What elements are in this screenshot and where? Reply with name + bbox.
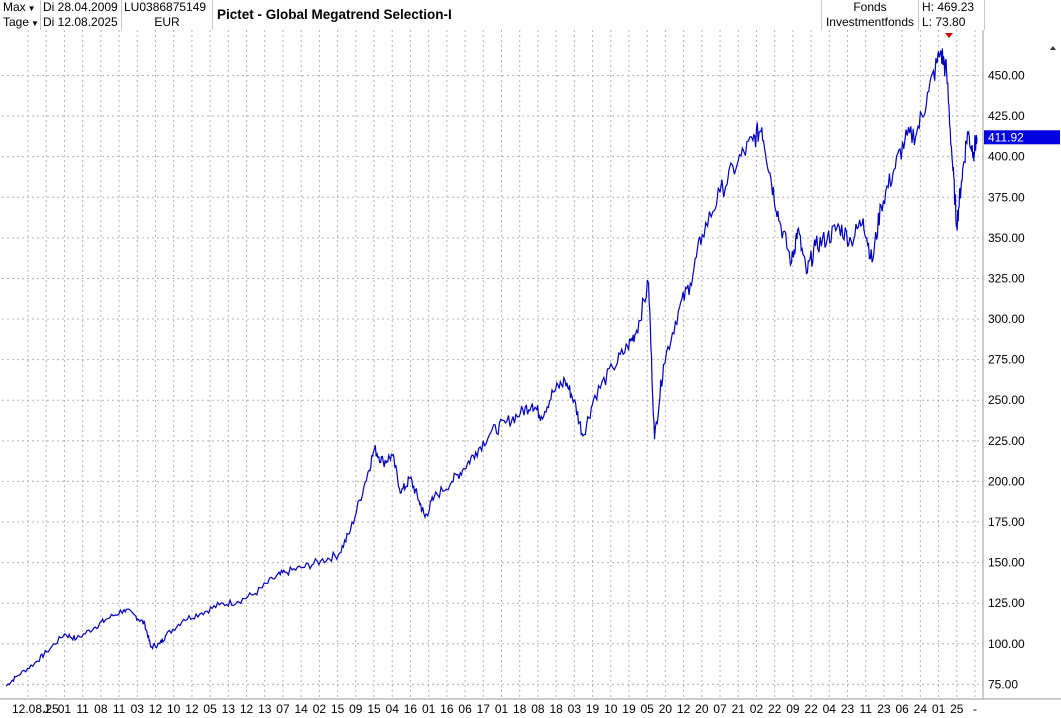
x-axis: 12.08.25J 01 11 08 11 03 12 10 12 05 13 12 13 07 14 02 1… <box>12 702 977 716</box>
x-tick-label: 11 <box>859 702 872 716</box>
x-tick-label: 01 <box>495 702 509 716</box>
x-tick-label: 06 <box>458 702 472 716</box>
x-tick-label: 20 <box>659 702 673 716</box>
x-tick-label: 12 <box>149 702 163 716</box>
y-tick-label: 150.00 <box>988 556 1025 570</box>
series-line <box>5 48 978 687</box>
interval-value: Tage <box>3 15 30 29</box>
x-tick-label: 12.08.25 <box>12 702 59 716</box>
x-tick-label: 06 <box>895 702 909 716</box>
range-value: Max <box>3 0 26 14</box>
x-tick-label: 22 <box>804 702 818 716</box>
interval-dropdown[interactable]: Tage ▼ <box>0 15 40 30</box>
range-dropdown[interactable]: Max ▼ <box>0 0 40 15</box>
x-tick-label: 15 <box>367 702 381 716</box>
y-tick-label: 175.00 <box>988 515 1025 529</box>
y-tick-label: 375.00 <box>988 190 1025 204</box>
x-tick-label: 23 <box>877 702 891 716</box>
date-from: Di 28.04.2009 <box>43 0 118 14</box>
y-tick-label: 125.00 <box>988 596 1025 610</box>
x-tick-label: 12 <box>185 702 199 716</box>
x-tick-label: 21 <box>732 702 746 716</box>
x-tick-label: 13 <box>222 702 236 716</box>
x-tick-label: 01 <box>58 702 72 716</box>
scroll-up-icon[interactable] <box>1049 44 1057 52</box>
x-tick-label: 12 <box>677 702 691 716</box>
low-value: L: 73.80 <box>922 15 966 29</box>
x-tick-label: 25 <box>950 702 964 716</box>
chevron-down-icon: ▼ <box>31 19 39 28</box>
x-tick-label: 15 <box>331 702 345 716</box>
y-axis: 75.00 100.00 125.00 150.00 175.00 200.00 225.0… <box>988 68 1025 691</box>
chart-header: Max ▼ Tage ▼ Di 28.04.2009 Di 12.08.2025 L… <box>0 0 1061 30</box>
x-tick-label: 19 <box>586 702 600 716</box>
instrument-type-cell: Fonds Investmentfonds <box>822 0 919 30</box>
date-range-cell: Di 28.04.2009 Di 12.08.2025 <box>41 0 122 30</box>
y-tick-label: 250.00 <box>988 393 1025 407</box>
x-tick-label: 16 <box>404 702 418 716</box>
x-tick-label: 09 <box>349 702 363 716</box>
x-tick-label: 02 <box>750 702 764 716</box>
y-tick-label: 400.00 <box>988 150 1025 164</box>
y-tick-label: 450.00 <box>988 68 1025 82</box>
date-to: Di 12.08.2025 <box>43 15 118 29</box>
y-tick-label: 275.00 <box>988 353 1025 367</box>
y-tick-label: 200.00 <box>988 474 1025 488</box>
x-tick-label: - <box>973 702 977 716</box>
x-tick-label: 20 <box>695 702 709 716</box>
x-tick-label: 01 <box>932 702 946 716</box>
high-marker-icon <box>945 33 953 38</box>
y-tick-label: 425.00 <box>988 109 1025 123</box>
y-tick-label: 325.00 <box>988 271 1025 285</box>
x-tick-label: 05 <box>203 702 217 716</box>
x-tick-label: 08 <box>531 702 545 716</box>
x-tick-label: 11 <box>113 702 126 716</box>
chart-title: Pictet - Global Megatrend Selection-I <box>213 0 822 30</box>
instrument-subtype: Investmentfonds <box>825 15 915 29</box>
isin: LU0386875149 <box>124 0 207 14</box>
x-tick-label: 16 <box>440 702 454 716</box>
y-tick-label: 300.00 <box>988 312 1025 326</box>
chevron-down-icon: ▼ <box>27 4 36 13</box>
selector-cell: Max ▼ Tage ▼ <box>0 0 41 30</box>
x-tick-label: 05 <box>641 702 655 716</box>
instrument-type: Fonds <box>853 0 887 14</box>
y-tick-label: 350.00 <box>988 231 1025 245</box>
x-tick-label: 24 <box>914 702 928 716</box>
x-tick-label: 03 <box>131 702 145 716</box>
x-tick-label: 01 <box>422 702 436 716</box>
x-tick-label: 11 <box>76 702 89 716</box>
x-tick-label: 23 <box>841 702 855 716</box>
x-tick-label: 22 <box>768 702 782 716</box>
x-tick-label: 10 <box>167 702 181 716</box>
y-tick-label: 75.00 <box>988 677 1018 691</box>
isin-cell: LU0386875149 EUR <box>122 0 213 30</box>
x-tick-label: 18 <box>513 702 527 716</box>
y-tick-label: 100.00 <box>988 637 1025 651</box>
currency: EUR <box>154 15 180 29</box>
last-price-label: 411.92 <box>988 130 1024 144</box>
x-tick-label: 19 <box>622 702 636 716</box>
x-tick-label: 17 <box>477 702 491 716</box>
x-tick-label: 13 <box>258 702 272 716</box>
x-tick-label: 04 <box>823 702 837 716</box>
x-tick-label: 12 <box>240 702 254 716</box>
x-tick-label: 07 <box>713 702 727 716</box>
x-tick-label: 18 <box>549 702 563 716</box>
x-tick-label: 03 <box>568 702 582 716</box>
x-tick-label: 04 <box>386 702 400 716</box>
x-tick-label: 07 <box>276 702 290 716</box>
x-tick-label: 09 <box>786 702 800 716</box>
x-tick-label: 02 <box>313 702 327 716</box>
x-tick-label: 14 <box>294 702 308 716</box>
last-price-tag: 411.92 <box>984 130 1060 145</box>
chart-grid <box>0 30 1061 700</box>
high-value: H: 469.23 <box>922 0 975 14</box>
x-tick-label: 08 <box>94 702 108 716</box>
high-low-cell: H: 469.23 L: 73.80 <box>919 0 985 30</box>
x-tick-label: J <box>43 702 49 716</box>
y-tick-label: 225.00 <box>988 434 1025 448</box>
x-tick-label: 10 <box>604 702 618 716</box>
